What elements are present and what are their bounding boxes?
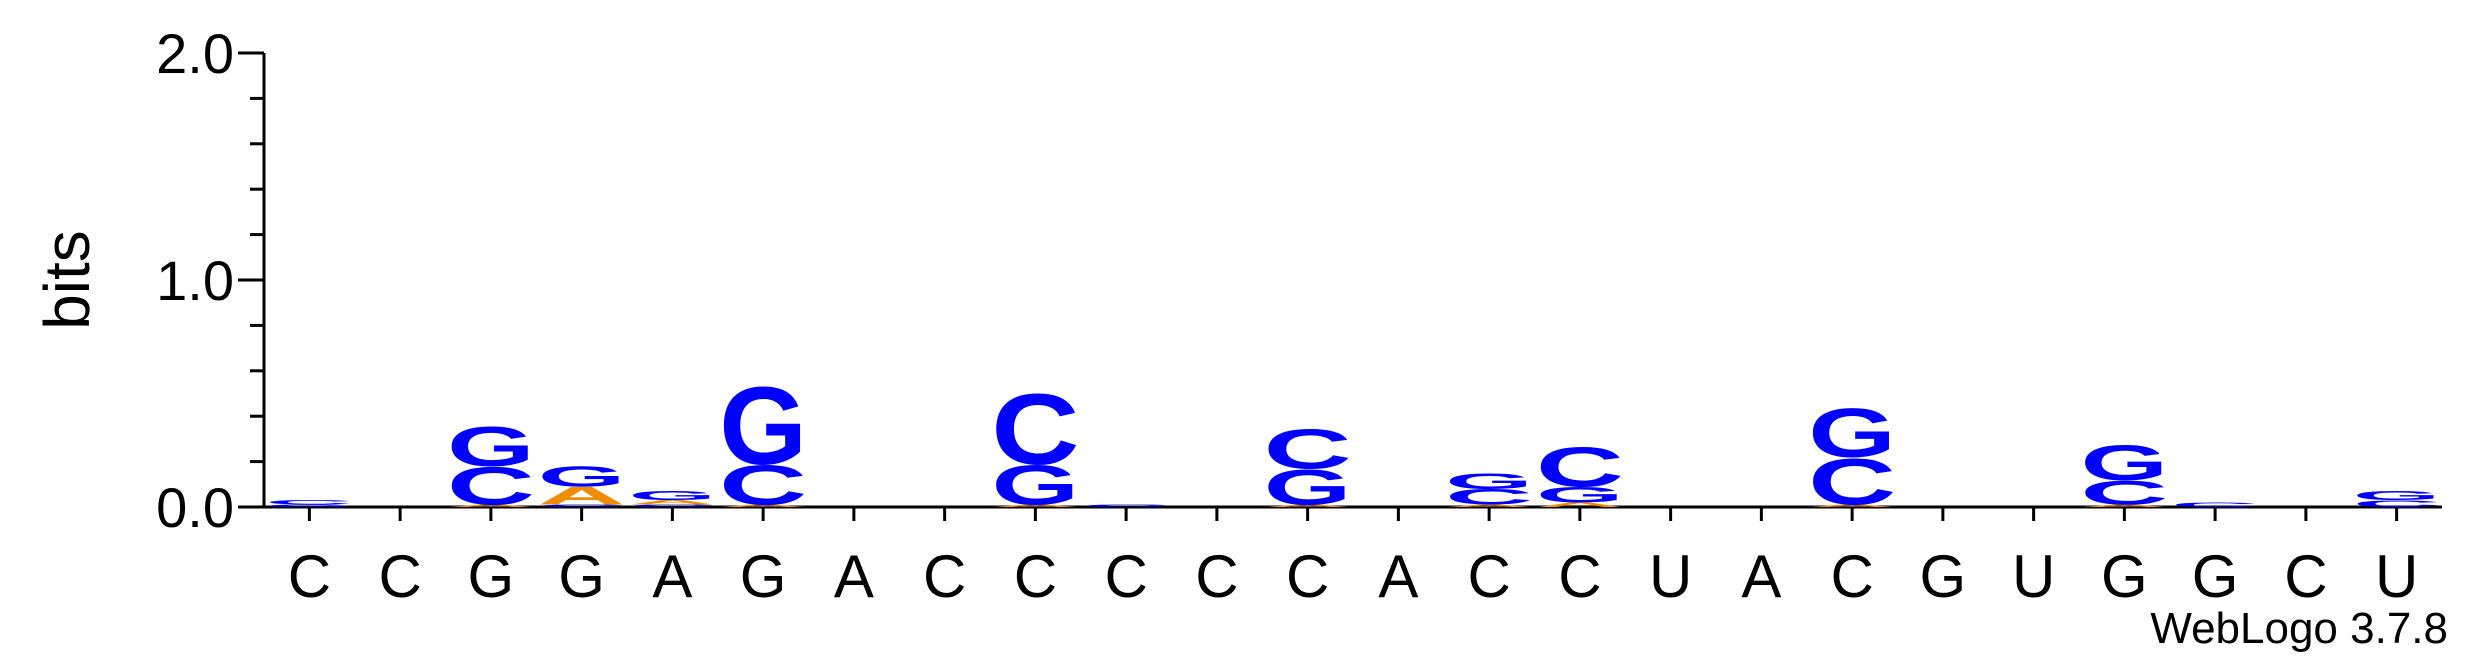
logo-letter: A — [2080, 504, 2168, 508]
logo-letter: G — [1264, 459, 1352, 516]
footer: WebLogo 3.7.8 — [2150, 604, 2448, 653]
x-tick-label: A — [834, 543, 874, 610]
x-tick-label: G — [558, 543, 605, 610]
x-tick-label: C — [1558, 543, 1601, 610]
logo-letter: G — [2080, 434, 2168, 491]
logo-letter: A — [991, 504, 1079, 508]
x-tick-label: C — [1014, 543, 1057, 610]
logo-letter: C — [628, 504, 716, 508]
logo-letter: A — [1536, 501, 1624, 508]
logo-letter: C — [265, 499, 353, 506]
logo-letter: G — [265, 504, 353, 508]
logo-letter: A — [1808, 504, 1896, 508]
logo-letter: A — [447, 504, 535, 508]
logo-letter: C — [537, 504, 625, 508]
x-tick-label: C — [378, 543, 421, 610]
x-tick-label: G — [740, 543, 787, 610]
x-tick-label: C — [1830, 543, 1873, 610]
logo-letter: C — [2171, 501, 2259, 508]
x-tick-label: U — [1649, 543, 1692, 610]
logo-letter: G — [2353, 489, 2441, 503]
logo-letter: G — [538, 461, 626, 492]
logo-letter: C — [2352, 499, 2440, 509]
logo-letter: C — [1445, 485, 1533, 510]
x-tick-label: C — [923, 543, 966, 610]
x-tick-label: C — [1104, 543, 1147, 610]
logo-letter: C — [1263, 418, 1351, 481]
x-tick-label: C — [1286, 543, 1329, 610]
logo-letter: G — [447, 415, 535, 479]
logo-letter: C — [719, 454, 807, 517]
logo-letter: C — [1536, 436, 1624, 499]
logo-letter: G — [1445, 469, 1533, 494]
x-tick-label: U — [2375, 543, 2418, 610]
x-tick-label: G — [2192, 543, 2239, 610]
logo-letter: C — [2080, 474, 2168, 513]
x-tick-label: A — [1741, 543, 1781, 610]
y-axis-label: bits — [31, 230, 103, 330]
logo-letter: C — [447, 456, 535, 516]
x-tick-label: C — [288, 543, 331, 610]
logo-letter: G — [628, 489, 716, 503]
x-tick-label: U — [2012, 543, 2055, 610]
x-tick-label: G — [1920, 543, 1967, 610]
y-tick-label: 1.0 — [156, 249, 234, 312]
x-tick-label: C — [1467, 543, 1510, 610]
logo-letter: C — [1082, 504, 1170, 508]
logo-letter: G — [1808, 394, 1896, 472]
logo-letter: A — [1263, 504, 1351, 508]
x-tick-label: C — [2284, 543, 2327, 610]
logo-letter: G — [991, 453, 1079, 517]
x-tick-label: A — [1378, 543, 1418, 610]
logo-letter: A — [537, 482, 625, 510]
y-tick-label: 2.0 — [156, 22, 234, 85]
logo-letter: C — [991, 373, 1079, 486]
logo-letter: G — [719, 364, 807, 488]
x-tick-label: G — [2101, 543, 2148, 610]
logo-letter: C — [1808, 445, 1896, 519]
logo-letter: A — [719, 504, 807, 508]
logo-letter: A — [1445, 504, 1533, 508]
logo-letter: A — [628, 499, 716, 506]
x-tick-label: C — [1195, 543, 1238, 610]
x-tick-label: G — [468, 543, 515, 610]
y-tick-label: 0.0 — [156, 476, 234, 539]
logo-letter: G — [1536, 483, 1624, 508]
x-tick-label: A — [652, 543, 692, 610]
